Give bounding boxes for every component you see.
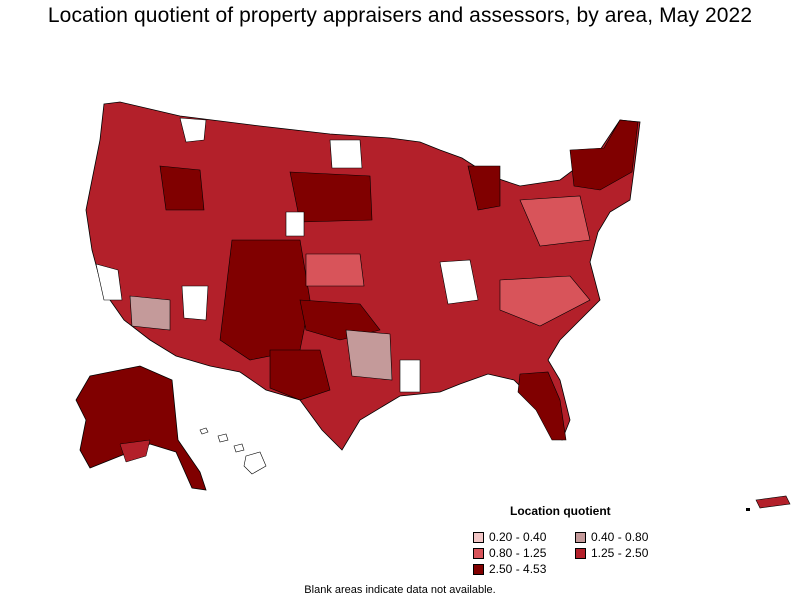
region-no-data-5 [399,359,421,393]
region-arizona [129,295,171,331]
region-mid-atlantic [519,195,591,247]
region-nm-co [219,239,311,361]
region-no-data-7 [285,211,305,237]
legend-label: 2.50 - 4.53 [489,562,547,576]
region-alaska-sw [119,439,151,463]
legend-label: 0.20 - 0.40 [489,530,547,544]
legend-swatch [473,563,484,575]
legend-item: 1.25 - 2.50 [575,546,648,560]
contiguous-us [85,101,641,451]
region-no-data-2 [329,139,363,169]
legend-label: 0.40 - 0.80 [591,530,649,544]
region-alaska [75,365,207,491]
legend-item: 0.40 - 0.80 [575,530,648,544]
legend-item: 0.80 - 1.25 [473,546,546,560]
map-title: Location quotient of property appraisers… [47,4,753,27]
region-no-data-3 [181,285,209,321]
legend-item: 2.50 - 4.53 [473,562,546,576]
region-florida [517,371,567,441]
legend-swatch [575,531,586,543]
legend-title: Location quotient [510,504,611,518]
region-arkansas-la [345,329,393,381]
puerto-rico [746,495,791,511]
legend-swatch [473,547,484,559]
legend-label: 0.80 - 1.25 [489,546,547,560]
legend: Location quotient 0.20 - 0.40 0.40 - 0.8… [470,504,670,578]
region-idaho [159,165,205,211]
region-texas-west [269,349,331,401]
legend-label: 1.25 - 2.50 [591,546,649,560]
region-no-data-1 [179,117,207,143]
region-dakotas [289,171,373,223]
region-carolinas [499,275,591,327]
region-michigan [467,165,501,211]
hawaii [199,427,267,475]
region-kansas [305,253,365,287]
legend-swatch [575,547,586,559]
footnote: Blank areas indicate data not available. [304,584,496,596]
region-no-data-4 [439,259,479,305]
region-new-england [569,119,639,191]
legend-item: 0.20 - 0.40 [473,530,546,544]
legend-swatch [473,531,484,543]
region-no-data-6 [95,263,123,301]
alaska [75,365,207,491]
